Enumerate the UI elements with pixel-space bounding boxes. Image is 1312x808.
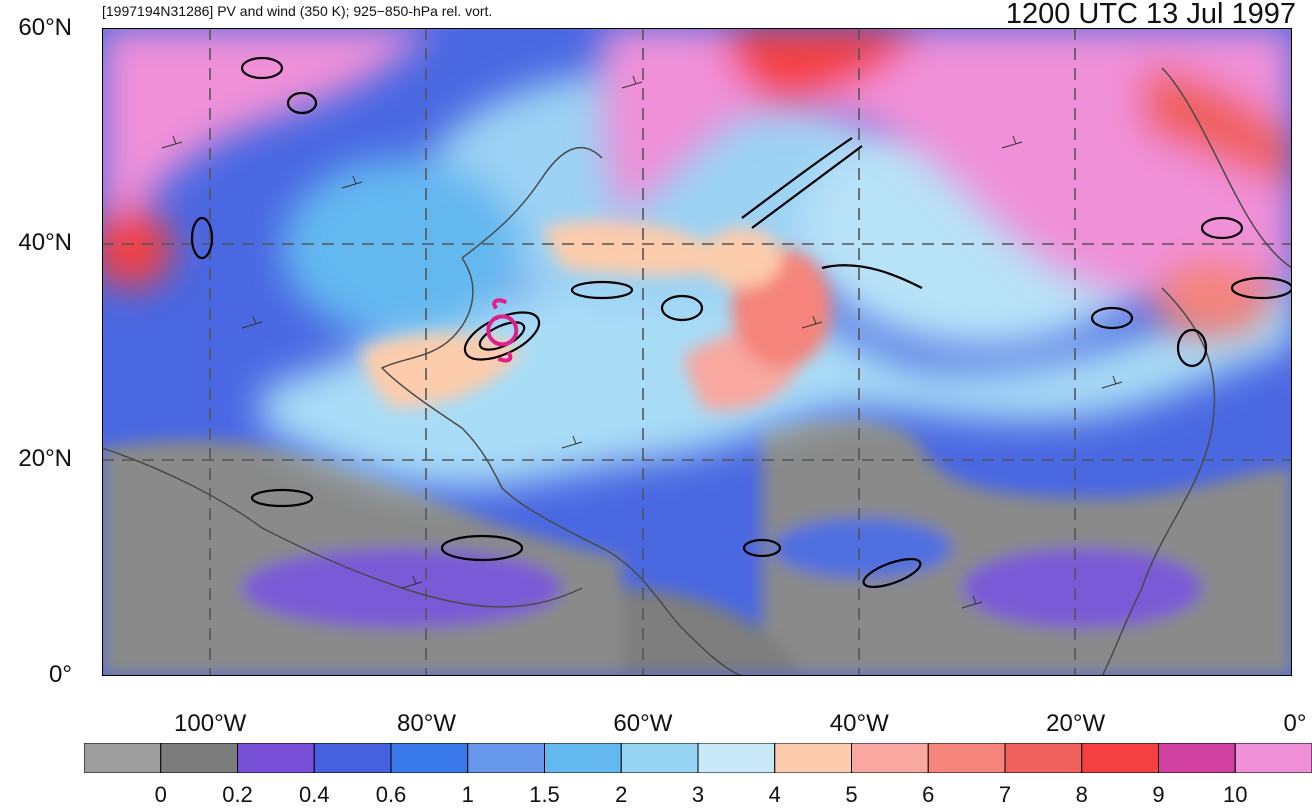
colorbar-label: 6 xyxy=(922,782,935,807)
colorbar-label: 0.2 xyxy=(222,782,253,807)
colorbar-swatch xyxy=(697,743,776,773)
colorbar-swatch xyxy=(851,743,929,773)
colorbar-label: 1.5 xyxy=(529,782,560,807)
header-right-title: 1200 UTC 13 Jul 1997 xyxy=(1005,0,1296,30)
pv-field-low xyxy=(102,417,1292,676)
tropical-cyclone-icon xyxy=(486,298,519,363)
colorbar-swatch xyxy=(390,743,469,773)
colorbar-label: 4 xyxy=(768,782,781,807)
lon-label: 100°W xyxy=(174,710,247,737)
colorbar-label: 1 xyxy=(461,782,474,807)
colorbar-swatch xyxy=(1081,743,1159,773)
colorbar-swatch xyxy=(544,743,622,773)
pv-field-high xyxy=(102,28,1292,338)
map-frame xyxy=(102,28,1292,676)
colorbar-swatch xyxy=(1234,743,1312,773)
lat-label: 0° xyxy=(49,661,72,688)
colorbar-label: 3 xyxy=(691,782,705,807)
wind-barbs xyxy=(161,75,1123,609)
colorbar-swatch xyxy=(774,743,852,773)
colorbar xyxy=(84,743,1312,773)
colorbar-label: 8 xyxy=(1075,782,1088,807)
colorbar-swatch xyxy=(620,743,699,773)
colorbar-swatch xyxy=(467,743,545,773)
colorbar-label: 2 xyxy=(615,782,628,807)
colorbar-swatch xyxy=(84,743,162,773)
lat-label: 40°N xyxy=(18,229,72,256)
lon-label: 20°W xyxy=(1046,710,1106,737)
colorbar-swatch xyxy=(1004,743,1083,773)
colorbar-label: 10 xyxy=(1223,782,1248,807)
colorbar-label: 7 xyxy=(998,782,1012,807)
colorbar-swatch xyxy=(237,743,315,773)
lon-label: 40°W xyxy=(829,710,889,737)
colorbar-label: 0.6 xyxy=(375,782,407,807)
lat-label: 60°N xyxy=(18,14,72,41)
pv-field-warm xyxy=(362,220,832,411)
coastlines xyxy=(102,67,1292,676)
vorticity-contours xyxy=(190,56,1292,589)
header-left-title: [1997194N31286] PV and wind (350 K); 925… xyxy=(102,3,493,19)
colorbar-swatch xyxy=(313,743,392,773)
colorbar-label: 5 xyxy=(845,782,858,807)
colorbar-label: 9 xyxy=(1152,782,1165,807)
lat-label: 20°N xyxy=(18,445,72,472)
lon-label: 80°W xyxy=(397,710,457,737)
colorbar-swatch xyxy=(1158,743,1236,773)
colorbar-swatch xyxy=(160,743,238,773)
colorbar-swatch xyxy=(927,743,1006,773)
colorbar-label: 0.4 xyxy=(298,782,330,807)
colorbar-label: 0 xyxy=(154,782,167,807)
lon-label: 60°W xyxy=(613,710,673,737)
graticule xyxy=(102,28,1292,676)
lon-label: 0° xyxy=(1283,710,1307,737)
